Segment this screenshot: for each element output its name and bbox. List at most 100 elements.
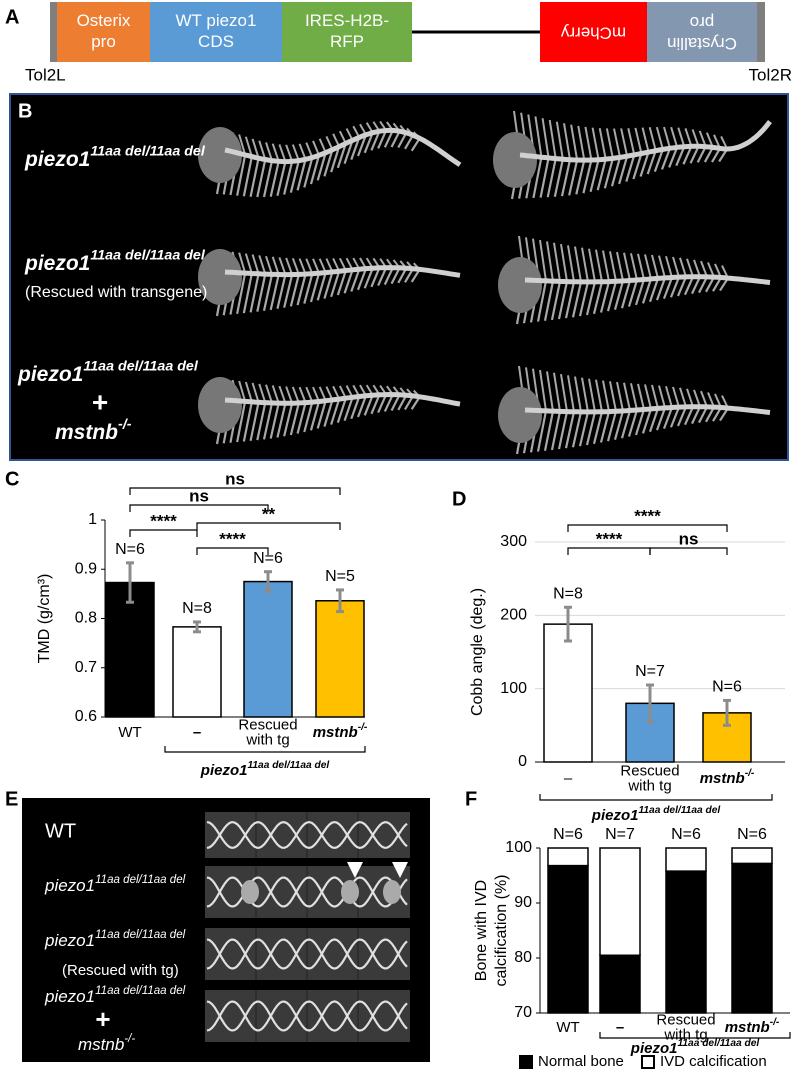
spine-process <box>539 369 547 411</box>
rib <box>613 410 625 440</box>
y-tick-label: 0.6 <box>75 708 97 725</box>
rib <box>249 273 260 313</box>
ivd-image <box>205 990 410 1042</box>
rib <box>262 402 274 440</box>
rib <box>309 155 321 185</box>
spine-process <box>291 257 300 275</box>
rib <box>336 143 347 169</box>
spine-process <box>560 373 568 412</box>
bar-segment <box>599 954 641 1014</box>
rib <box>585 411 597 446</box>
rib <box>632 153 643 180</box>
rib <box>585 281 597 316</box>
rib <box>323 271 334 299</box>
rib <box>256 273 267 312</box>
spine-process <box>251 382 260 403</box>
significance-label: **** <box>150 511 177 530</box>
n-label: N=6 <box>671 826 701 843</box>
rib <box>289 402 300 436</box>
superscript: -/- <box>118 416 132 432</box>
rib <box>269 274 280 311</box>
rib <box>242 273 253 314</box>
rib <box>705 406 715 423</box>
construct-element <box>57 2 150 62</box>
rib <box>653 149 664 173</box>
rib <box>309 272 321 303</box>
rib <box>618 155 629 185</box>
genotype-label: piezo111aa del/11aa del <box>44 985 186 1006</box>
calcification <box>241 880 259 904</box>
rib <box>571 281 583 318</box>
rib <box>390 267 401 285</box>
superscript: 11aa del/11aa del <box>247 760 329 771</box>
rib <box>330 398 341 425</box>
spine <box>224 265 461 278</box>
spine-process <box>658 255 666 279</box>
text-part: piezo1 <box>591 807 639 824</box>
x-tick-label: WT <box>118 724 141 741</box>
skeleton-image <box>498 365 771 455</box>
spine-process <box>595 379 603 412</box>
rib <box>592 281 604 315</box>
rib <box>350 136 361 161</box>
rib <box>276 274 287 310</box>
rib <box>336 397 347 423</box>
rib <box>316 272 327 301</box>
rib <box>603 158 614 189</box>
spine-process <box>244 136 253 157</box>
n-label: N=7 <box>635 663 665 680</box>
spine <box>224 127 462 167</box>
y-axis-label: TMD (g/cm³) <box>36 574 53 664</box>
rib <box>289 274 300 307</box>
spine-process <box>271 385 280 404</box>
rib <box>675 146 686 167</box>
rib <box>242 401 253 442</box>
rib <box>627 409 639 437</box>
spine-process <box>539 239 547 281</box>
rib <box>356 268 368 291</box>
spine-process <box>698 130 707 148</box>
rib <box>634 279 646 306</box>
legend-swatch <box>641 1055 655 1069</box>
construct-text: RFP <box>330 32 364 51</box>
rib <box>698 406 708 424</box>
spine-process <box>271 256 280 275</box>
spine-process <box>684 128 693 147</box>
vertebra-edge <box>206 1000 408 1032</box>
superscript: 11aa del/11aa del <box>90 247 206 263</box>
superscript: 11aa del/11aa del <box>95 929 186 941</box>
spine-process <box>602 380 610 412</box>
rib <box>669 406 681 428</box>
bar <box>172 626 222 718</box>
group-label: piezo111aa del/11aa del <box>591 805 721 824</box>
text-part: piezo1 <box>630 1040 678 1057</box>
rib <box>303 401 314 433</box>
rib <box>370 267 381 288</box>
spine-process <box>258 140 267 160</box>
skull <box>198 377 242 433</box>
rib <box>343 396 354 422</box>
spine-process <box>641 127 650 153</box>
spine-process <box>312 140 320 156</box>
spine-process <box>637 383 645 410</box>
significance-label: ns <box>225 469 245 488</box>
rib <box>691 276 701 295</box>
genotype-label: mstnb-/- <box>78 1033 135 1054</box>
rib <box>543 280 555 321</box>
x-tick-label: – <box>564 770 573 787</box>
construct-end <box>757 2 765 62</box>
spine-process <box>244 381 253 403</box>
rib <box>236 154 247 196</box>
rib <box>676 276 688 297</box>
spine-process <box>265 142 273 161</box>
rib <box>683 276 695 296</box>
rib <box>363 132 374 154</box>
group-label: piezo111aa del/11aa del <box>200 760 330 779</box>
significance-bracket <box>567 547 651 555</box>
spine-process <box>238 134 247 156</box>
x-tick-label: with tg <box>245 731 289 748</box>
significance-bracket <box>196 522 341 530</box>
construct-text: pro <box>91 32 116 51</box>
rib <box>303 273 314 304</box>
row-label: WT <box>45 820 76 842</box>
